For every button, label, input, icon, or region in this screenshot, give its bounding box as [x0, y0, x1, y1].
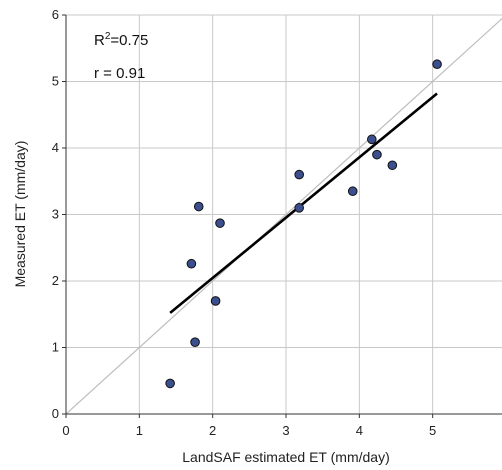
y-tick-label: 3 — [52, 207, 59, 222]
r-squared-annotation: R2=0.75 — [94, 31, 148, 49]
data-point — [372, 149, 382, 160]
y-tick-label: 6 — [52, 7, 59, 22]
axes — [62, 14, 502, 418]
data-point — [186, 258, 197, 269]
x-tick-label: 4 — [356, 423, 363, 438]
r-annotation: r = 0.91 — [94, 65, 145, 82]
x-tick-label: 3 — [282, 423, 289, 438]
data-point — [432, 59, 442, 70]
y-tick-label: 5 — [52, 74, 59, 89]
data-point — [347, 186, 358, 197]
x-tick-label: 2 — [209, 423, 216, 438]
y-axis-title: Measured ET (mm/day) — [12, 141, 28, 288]
data-point — [294, 169, 305, 180]
y-tick-label: 1 — [52, 340, 59, 355]
data-points — [165, 59, 442, 389]
data-point — [210, 296, 221, 306]
regression-line — [169, 92, 438, 314]
reference-line-group — [66, 17, 502, 414]
data-point — [165, 378, 175, 389]
x-tick-label: 1 — [136, 423, 143, 438]
y-tick-label: 4 — [52, 140, 59, 155]
y-tick-label: 0 — [52, 406, 59, 421]
data-point — [193, 201, 204, 212]
data-point — [190, 337, 200, 347]
data-point — [294, 203, 305, 213]
x-tick-label: 5 — [429, 423, 436, 438]
y-tick-labels: 0 1 2 3 4 5 6 — [52, 7, 59, 421]
data-point — [215, 218, 225, 228]
x-tick-label: 0 — [62, 423, 69, 438]
y-tick-label: 2 — [52, 273, 59, 288]
data-point — [367, 134, 377, 145]
data-point — [387, 160, 398, 171]
regression-line-group — [169, 92, 438, 314]
reference-line — [66, 17, 502, 414]
x-axis-title: LandSAF estimated ET (mm/day) — [182, 449, 389, 465]
